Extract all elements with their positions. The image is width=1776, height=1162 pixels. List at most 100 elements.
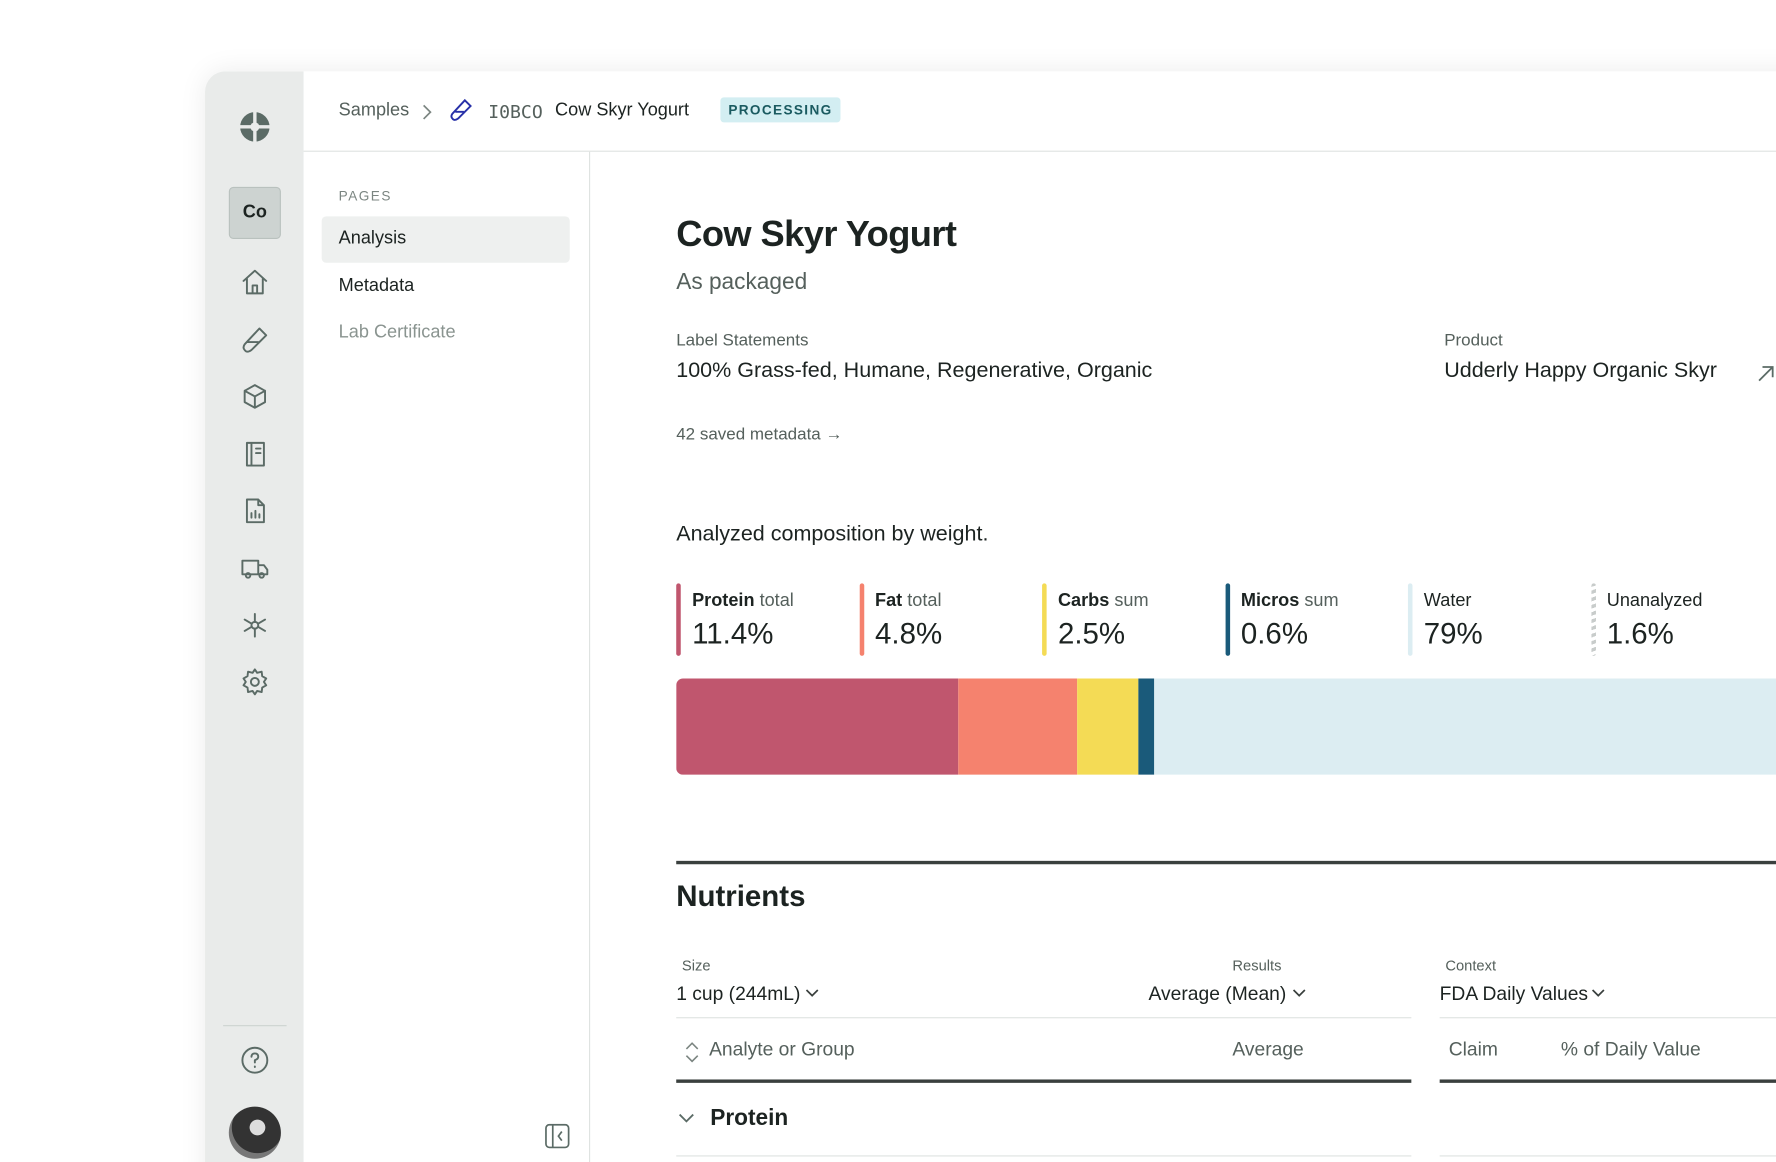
color-swatch (1042, 583, 1047, 656)
item-value: 2.5% (1057, 616, 1126, 651)
control-label: Results (1232, 957, 1282, 975)
dropdown-chevron (1292, 989, 1306, 997)
sample-name: Cow Skyr Yogurt (555, 100, 690, 121)
bar-segment (958, 678, 1077, 775)
nav-rail: Co (205, 71, 304, 1162)
sample-icon (450, 98, 472, 121)
header-rule (676, 1079, 1412, 1083)
composition-heading: Analyzed composition by weight. (676, 522, 989, 546)
item-label: Protein total (692, 591, 794, 611)
composition-bar (676, 678, 1776, 775)
item-qualifier: total (759, 591, 794, 611)
control-label: Size (681, 957, 711, 975)
bar-segment (1153, 678, 1776, 775)
network-icon[interactable] (240, 611, 269, 640)
main-title: Cow Skyr Yogurt (676, 212, 957, 254)
color-swatch (859, 583, 864, 656)
item-value: 79% (1423, 616, 1483, 651)
page-link[interactable]: Metadata (338, 276, 415, 296)
composition-item: Micros sum 0.6% (1225, 583, 1339, 656)
item-value: 11.4% (692, 616, 774, 651)
item-name: Water (1423, 591, 1472, 611)
pages-panel: PAGES Analysis Metadata Lab Certificate (304, 151, 591, 1162)
notebook-icon[interactable] (240, 439, 269, 468)
divider (676, 1155, 1412, 1157)
nutrients-heading: Nutrients (676, 878, 806, 913)
item-value: 4.8% (875, 616, 943, 651)
logo (238, 110, 272, 144)
home-icon[interactable] (240, 267, 269, 296)
subtitle: As packaged (676, 269, 808, 295)
help-icon[interactable] (240, 1045, 269, 1074)
bar-segment (676, 678, 959, 775)
user-avatar[interactable] (228, 1106, 281, 1159)
color-swatch (1225, 583, 1230, 656)
section-rule (676, 860, 1776, 865)
color-swatch (1407, 583, 1413, 656)
color-swatch (676, 583, 681, 656)
item-qualifier: total (907, 591, 942, 611)
item-value: 0.6% (1240, 616, 1309, 651)
size-dropdown[interactable]: 1 cup (244mL) (676, 983, 801, 1005)
pages-heading: PAGES (338, 188, 392, 204)
bar-segment (1138, 678, 1154, 775)
sort-icon[interactable] (684, 1041, 700, 1064)
samples-icon[interactable] (240, 325, 269, 354)
composition-item: Protein total 11.4% (676, 583, 794, 656)
results-dropdown[interactable]: Average (Mean) (1148, 983, 1287, 1005)
composition-item: Fat total 4.8% (859, 583, 943, 656)
column-header: Average (1232, 1038, 1304, 1061)
item-name: Unanalyzed (1606, 591, 1703, 611)
item-name: Fat (875, 591, 903, 611)
status-badge: PROCESSING (720, 97, 841, 123)
item-label: Water (1424, 591, 1483, 611)
item-value: 1.6% (1606, 616, 1674, 651)
context-dropdown[interactable]: FDA Daily Values (1439, 983, 1589, 1005)
app-window: Co Samples I0BCO Cow Skyr Yogurt PROCESS… (205, 71, 1776, 1162)
color-swatch (1590, 583, 1596, 656)
divider (1439, 1017, 1776, 1019)
field-label: Product (1444, 330, 1503, 351)
breadcrumb[interactable]: Samples (338, 100, 410, 121)
settings-icon[interactable] (240, 667, 269, 696)
item-qualifier: sum (1304, 591, 1339, 611)
page-link[interactable]: Lab Certificate (338, 322, 456, 343)
page-link[interactable]: Analysis (338, 228, 407, 249)
item-name: Protein (692, 591, 755, 611)
group-row[interactable]: Protein (710, 1105, 789, 1131)
header-rule (1439, 1079, 1776, 1083)
external-link-icon (1758, 366, 1774, 382)
composition-item: Carbs sum 2.5% (1042, 583, 1149, 656)
field-label: Label Statements (676, 330, 809, 351)
active-page-bg (321, 216, 570, 263)
top-bar: Samples I0BCO Cow Skyr Yogurt PROCESSING (303, 71, 1776, 152)
item-label: Micros sum (1241, 591, 1339, 611)
item-label: Carbs sum (1058, 591, 1149, 611)
dropdown-chevron (1591, 989, 1605, 997)
workspace-badge[interactable]: Co (228, 186, 281, 239)
products-icon[interactable] (240, 382, 269, 411)
item-name: Carbs (1057, 591, 1110, 611)
divider (676, 1017, 1412, 1019)
control-label: Context (1445, 957, 1497, 975)
shipping-icon[interactable] (240, 553, 269, 582)
sample-id: I0BCO (488, 100, 543, 123)
item-label: Fat total (875, 591, 942, 611)
composition-item: Unanalyzed 1.6% (1590, 583, 1703, 656)
expand-chevron[interactable] (678, 1112, 694, 1123)
divider (1439, 1155, 1776, 1157)
product-link[interactable]: Udderly Happy Organic Skyr (1444, 359, 1717, 383)
metadata-link[interactable]: 42 saved metadata → (676, 424, 843, 445)
field-value: 100% Grass-fed, Humane, Regenerative, Or… (676, 359, 1153, 383)
dropdown-chevron (805, 989, 819, 997)
item-label: Unanalyzed (1607, 591, 1703, 611)
bar-segment (1076, 678, 1139, 775)
rail-divider (223, 1025, 287, 1027)
item-qualifier: sum (1114, 591, 1149, 611)
collapse-icon[interactable] (545, 1123, 570, 1149)
column-header[interactable]: Analyte or Group (709, 1038, 855, 1061)
report-icon[interactable] (240, 496, 269, 525)
column-header: Claim (1448, 1038, 1498, 1061)
